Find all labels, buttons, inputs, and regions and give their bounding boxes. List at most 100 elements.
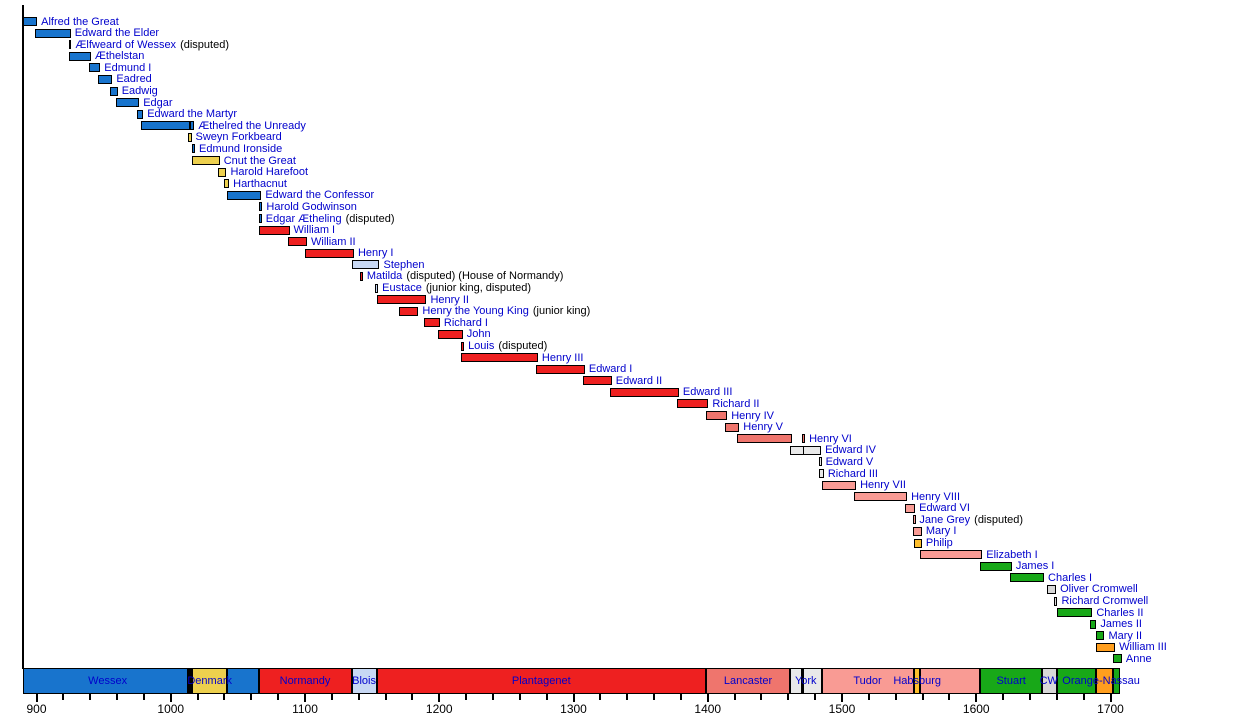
monarch-name[interactable]: Stephen <box>383 258 425 271</box>
monarch-label[interactable]: Charles II <box>1096 607 1143 619</box>
monarch-label[interactable]: William I <box>294 224 336 236</box>
monarch-label[interactable]: Edward IV <box>825 444 876 456</box>
monarch-label[interactable]: James II <box>1100 618 1142 630</box>
monarch-label[interactable]: Eadwig <box>122 85 158 97</box>
monarch-name[interactable]: Edmund Ironside <box>199 142 283 155</box>
monarch-name[interactable]: Anne <box>1125 652 1152 665</box>
monarch-label[interactable]: William III <box>1119 641 1167 653</box>
monarch-label[interactable]: Richard I <box>444 317 488 329</box>
monarch-name[interactable]: Mary I <box>925 525 957 538</box>
monarch-label[interactable]: Edward the Martyr <box>147 108 237 120</box>
monarch-label[interactable]: William II <box>311 236 356 248</box>
monarch-label[interactable]: Edward the Confessor <box>265 189 374 201</box>
monarch-name[interactable]: Sweyn Forkbeard <box>195 131 282 144</box>
monarch-name[interactable]: Edward VI <box>919 502 970 515</box>
monarch-name[interactable]: Harold Harefoot <box>230 166 309 179</box>
monarch-label[interactable]: Richard III <box>828 468 878 480</box>
monarch-label[interactable]: Stephen <box>383 259 424 271</box>
monarch-label[interactable]: Sweyn Forkbeard <box>196 131 282 143</box>
monarch-label[interactable]: Harold Godwinson <box>266 201 357 213</box>
monarch-name[interactable]: Henry II <box>430 293 469 306</box>
monarch-name[interactable]: James II <box>1100 618 1142 631</box>
monarch-name[interactable]: Henry VI <box>809 432 852 445</box>
monarch-label[interactable]: Matilda (disputed) (House of Normandy) <box>367 270 564 282</box>
monarch-label[interactable]: Anne <box>1126 653 1152 665</box>
monarch-label[interactable]: Henry I <box>358 247 393 259</box>
monarch-label[interactable]: Henry VI <box>809 433 852 445</box>
house-band-label[interactable]: Habsburg <box>893 675 942 687</box>
monarch-label[interactable]: Æthelstan <box>95 50 145 62</box>
monarch-label[interactable]: Henry IV <box>731 410 774 422</box>
house-band-label[interactable]: Lancaster <box>723 675 773 687</box>
monarch-label[interactable]: Oliver Cromwell <box>1060 583 1138 595</box>
monarch-label[interactable]: Edward III <box>683 386 733 398</box>
monarch-name[interactable]: Henry VII <box>860 479 906 492</box>
monarch-name[interactable]: Matilda <box>366 270 403 283</box>
monarch-name[interactable]: Edward II <box>615 374 663 387</box>
monarch-label[interactable]: Ælfweard of Wessex (disputed) <box>75 39 229 51</box>
monarch-label[interactable]: Harold Harefoot <box>230 166 308 178</box>
monarch-name[interactable]: William I <box>293 224 336 237</box>
monarch-label[interactable]: Æthelred the Unready <box>198 120 306 132</box>
house-band-label[interactable]: Denmark <box>187 675 232 687</box>
house-band-label[interactable]: Normandy <box>279 675 331 687</box>
monarch-name[interactable]: Edgar <box>143 96 173 109</box>
monarch-label[interactable]: Henry VIII <box>911 491 960 503</box>
monarch-name[interactable]: Ælfweard of Wessex <box>75 38 177 51</box>
monarch-label[interactable]: Mary I <box>926 525 957 537</box>
monarch-label[interactable]: Louis (disputed) <box>468 340 547 352</box>
monarch-label[interactable]: Edward II <box>616 375 662 387</box>
monarch-label[interactable]: Henry II <box>430 294 469 306</box>
monarch-name[interactable]: Richard I <box>443 316 488 329</box>
monarch-name[interactable]: Æthelstan <box>94 50 145 63</box>
monarch-name[interactable]: William II <box>311 235 356 248</box>
house-band-label[interactable]: Tudor <box>853 675 882 687</box>
monarch-name[interactable]: Harold Godwinson <box>266 200 357 213</box>
monarch-name[interactable]: Charles II <box>1096 606 1144 619</box>
monarch-name[interactable]: Harthacnut <box>233 177 287 190</box>
monarch-label[interactable]: Richard II <box>712 398 759 410</box>
monarch-name[interactable]: Richard Cromwell <box>1061 595 1149 607</box>
monarch-label[interactable]: Cnut the Great <box>224 155 296 167</box>
monarch-name[interactable]: Edward I <box>588 363 633 376</box>
monarch-label[interactable]: Edgar Ætheling (disputed) <box>266 213 395 225</box>
monarch-label[interactable]: Jane Grey (disputed) <box>919 514 1023 526</box>
monarch-label[interactable]: Edward V <box>826 456 874 468</box>
monarch-label[interactable]: Henry III <box>542 352 584 364</box>
monarch-label[interactable]: Eadred <box>116 73 151 85</box>
monarch-name[interactable]: Oliver Cromwell <box>1060 583 1138 596</box>
monarch-name[interactable]: William III <box>1119 641 1167 654</box>
monarch-name[interactable]: Edmund I <box>104 61 152 74</box>
monarch-name[interactable]: Henry IV <box>731 409 774 422</box>
monarch-name[interactable]: Edward IV <box>825 444 876 457</box>
monarch-name[interactable]: Cnut the Great <box>223 154 296 167</box>
monarch-name[interactable]: Eadred <box>116 73 152 86</box>
monarch-label[interactable]: Edgar <box>143 97 172 109</box>
house-band-label[interactable]: Orange-Nassau <box>1062 675 1140 687</box>
monarch-label[interactable]: Harthacnut <box>233 178 287 190</box>
house-band-label[interactable]: Wessex <box>88 675 128 687</box>
monarch-name[interactable]: James I <box>1015 560 1055 573</box>
monarch-name[interactable]: Henry III <box>541 351 584 364</box>
monarch-name[interactable]: Henry VIII <box>911 490 960 503</box>
monarch-name[interactable]: John <box>466 328 491 341</box>
monarch-label[interactable]: Henry VII <box>860 479 906 491</box>
monarch-label[interactable]: Henry V <box>743 421 783 433</box>
monarch-name[interactable]: Henry I <box>357 247 394 260</box>
house-band-label[interactable]: Stuart <box>996 675 1026 687</box>
monarch-label[interactable]: James I <box>1016 560 1055 572</box>
monarch-name[interactable]: Mary II <box>1108 629 1143 642</box>
monarch-label[interactable]: Edward the Elder <box>75 27 159 39</box>
monarch-name[interactable]: Richard II <box>712 397 760 410</box>
monarch-label[interactable]: Charles I <box>1048 572 1092 584</box>
house-band-label[interactable]: Plantagenet <box>511 675 571 687</box>
monarch-name[interactable]: Edward III <box>682 386 733 399</box>
monarch-name[interactable]: Louis <box>468 340 495 353</box>
monarch-name[interactable]: Henry V <box>743 421 784 434</box>
monarch-label[interactable]: Edmund I <box>104 62 151 74</box>
monarch-label[interactable]: Mary II <box>1108 630 1142 642</box>
monarch-name[interactable]: Edward the Confessor <box>265 189 375 202</box>
monarch-label[interactable]: John <box>467 328 491 340</box>
monarch-label[interactable]: Philip <box>926 537 953 549</box>
monarch-label[interactable]: Henry the Young King (junior king) <box>422 305 590 317</box>
